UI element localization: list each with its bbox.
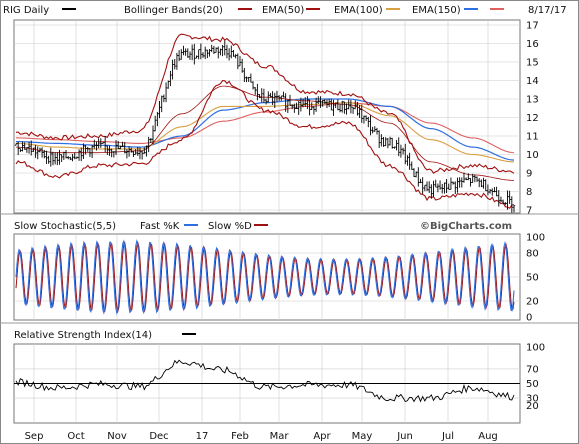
rsi-tick-label: 20 xyxy=(526,401,539,412)
rsi-line xyxy=(15,359,515,403)
price-tick-label: 14 xyxy=(526,76,539,87)
rsi-series xyxy=(15,359,515,403)
legend-ema150: EMA(150) xyxy=(412,5,461,16)
price-series xyxy=(14,33,516,213)
price-tick-label: 16 xyxy=(526,39,539,50)
stoch-tick-label: 80 xyxy=(526,249,539,260)
month-tick-label: Aug xyxy=(478,431,498,442)
stoch-tick-label: 50 xyxy=(526,273,539,284)
month-tick-label: Apr xyxy=(313,431,331,442)
month-tick-label: Dec xyxy=(149,431,168,442)
stoch-tick-label: 100 xyxy=(526,233,545,244)
rsi-tick-label: 70 xyxy=(526,364,539,375)
price-tick-label: 15 xyxy=(526,58,539,69)
stoch-tick-label: 20 xyxy=(526,297,539,308)
legend-ema50: EMA(50) xyxy=(262,5,304,16)
ema50-line xyxy=(16,85,514,181)
legend-bollinger: Bollinger Bands(20) xyxy=(124,5,223,16)
month-tick-label: Feb xyxy=(231,431,249,442)
price-tick-label: 7 xyxy=(526,206,532,217)
month-tick-label: May xyxy=(352,431,373,442)
stoch-slowd-label: Slow %D xyxy=(208,221,252,232)
month-tick-label: Sep xyxy=(25,431,44,442)
price-tick-label: 9 xyxy=(526,169,532,180)
price-tick-label: 13 xyxy=(526,95,539,106)
price-tick-label: 8 xyxy=(526,187,532,198)
ticker-label: RIG Daily xyxy=(3,5,49,16)
stochastic-series xyxy=(15,239,515,316)
stoch-label: Slow Stochastic(5,5) xyxy=(14,221,116,232)
legend-ema100: EMA(100) xyxy=(334,5,383,16)
rsi-tick-label: 100 xyxy=(526,343,545,354)
ema100-line xyxy=(16,102,515,163)
price-tick-label: 12 xyxy=(526,113,539,124)
price-tick-label: 17 xyxy=(526,21,539,32)
stoch-fastk-label: Fast %K xyxy=(140,221,180,232)
bollinger-upper-line xyxy=(15,33,515,174)
month-tick-label: 17 xyxy=(196,431,209,442)
chart-date: 8/17/17 xyxy=(528,5,567,16)
rsi-tick-label: 50 xyxy=(526,379,539,390)
rsi-label: Relative Strength Index(14) xyxy=(14,330,152,341)
slow-d-line xyxy=(15,240,515,314)
month-tick-label: Jun xyxy=(396,431,413,442)
stoch-tick-label: 0 xyxy=(526,313,532,324)
price-tick-label: 10 xyxy=(526,150,539,161)
month-tick-label: Jul xyxy=(441,431,454,442)
month-tick-label: Mar xyxy=(270,431,290,442)
axis-labels: 7891011121314151617020508010020305070100… xyxy=(25,21,546,443)
fast-k-line xyxy=(15,239,515,316)
month-tick-label: Oct xyxy=(67,431,84,442)
watermark: ©BigCharts.com xyxy=(420,221,512,232)
month-tick-label: Nov xyxy=(107,431,127,442)
rsi-tick-label: 30 xyxy=(526,394,539,405)
price-tick-label: 11 xyxy=(526,132,539,143)
